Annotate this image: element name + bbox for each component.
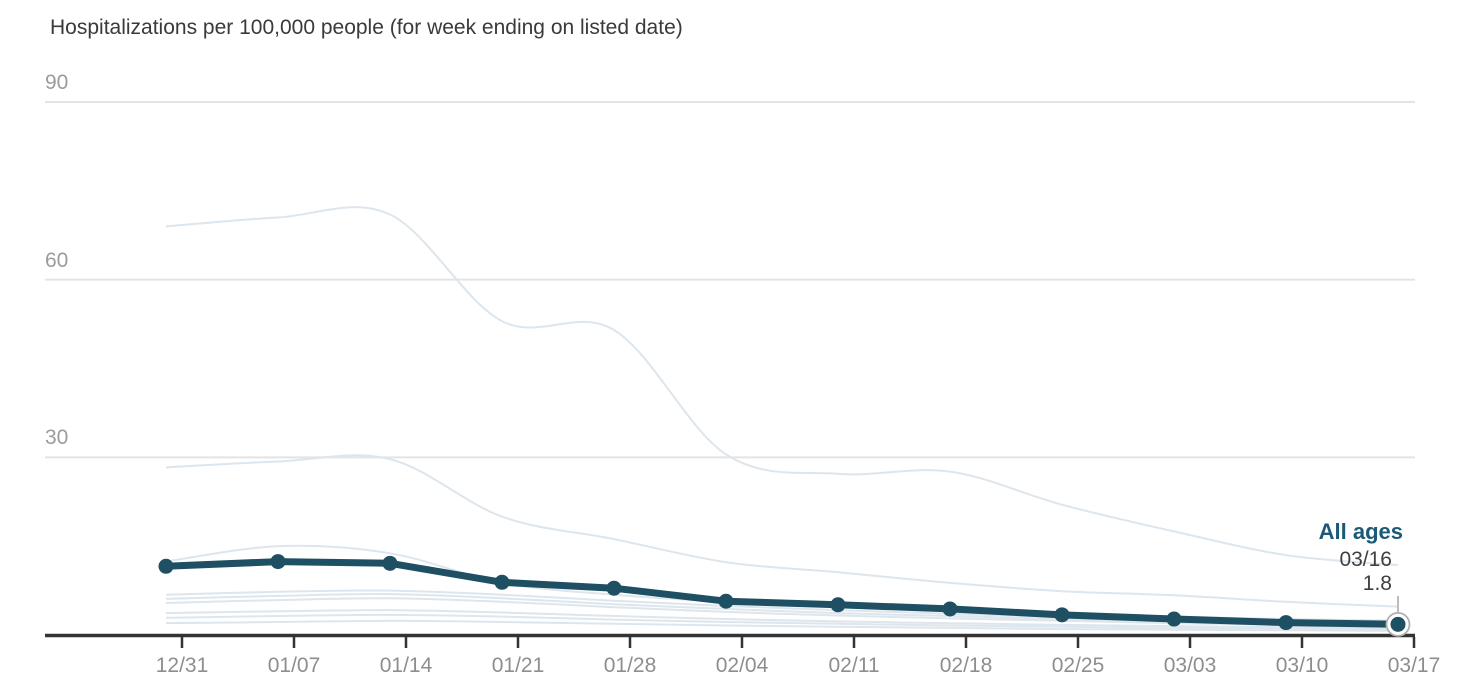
- data-point-dot: [494, 574, 510, 590]
- background-series-line: [165, 206, 1399, 567]
- series-annotation-label: All ages: [1318, 519, 1403, 544]
- data-point-dot: [830, 597, 846, 613]
- x-axis-tick-label: 12/31: [155, 654, 209, 677]
- data-point-dot: [158, 558, 174, 574]
- x-axis-tick-label: 03/10: [1275, 654, 1329, 677]
- y-axis-tick-label: 30: [45, 426, 69, 449]
- data-point-dot: [606, 580, 622, 596]
- y-axis-tick-label: 60: [45, 249, 69, 272]
- annotation-date: 03/16: [1339, 548, 1392, 571]
- x-axis-tick-label: 02/25: [1051, 654, 1105, 677]
- x-axis-tick-label: 02/11: [828, 654, 880, 677]
- data-point-dot: [270, 554, 286, 570]
- all-ages-line: [162, 558, 1402, 628]
- x-axis-tick-label: 02/04: [715, 654, 769, 677]
- data-point-dot: [382, 555, 398, 571]
- x-axis-tick-label: 02/18: [939, 654, 993, 677]
- chart-title: Hospitalizations per 100,000 people (for…: [50, 16, 683, 39]
- background-series-line: [165, 597, 1399, 628]
- x-axis-tick-label: 03/03: [1163, 654, 1217, 677]
- data-point-dot: [1390, 616, 1406, 632]
- background-series-line: [165, 454, 1399, 608]
- y-axis-tick-label: 90: [45, 71, 69, 94]
- data-point-dot: [1054, 607, 1070, 623]
- background-series-line: [165, 613, 1399, 631]
- data-point-dot: [1166, 611, 1182, 627]
- data-point-dot: [718, 593, 734, 609]
- x-axis-tick-label: 01/07: [267, 654, 321, 677]
- x-axis-tick-label: 01/14: [379, 654, 433, 677]
- background-series-line: [165, 609, 1399, 629]
- x-axis-tick-label: 01/28: [603, 654, 657, 677]
- data-point-dot: [1278, 615, 1294, 631]
- x-axis-tick-label: 03/17: [1387, 654, 1441, 677]
- x-axis-tick-label: 01/21: [491, 654, 545, 677]
- data-point-dot: [942, 601, 958, 617]
- annotation-value: 1.8: [1362, 572, 1392, 595]
- background-series-line: [165, 619, 1399, 632]
